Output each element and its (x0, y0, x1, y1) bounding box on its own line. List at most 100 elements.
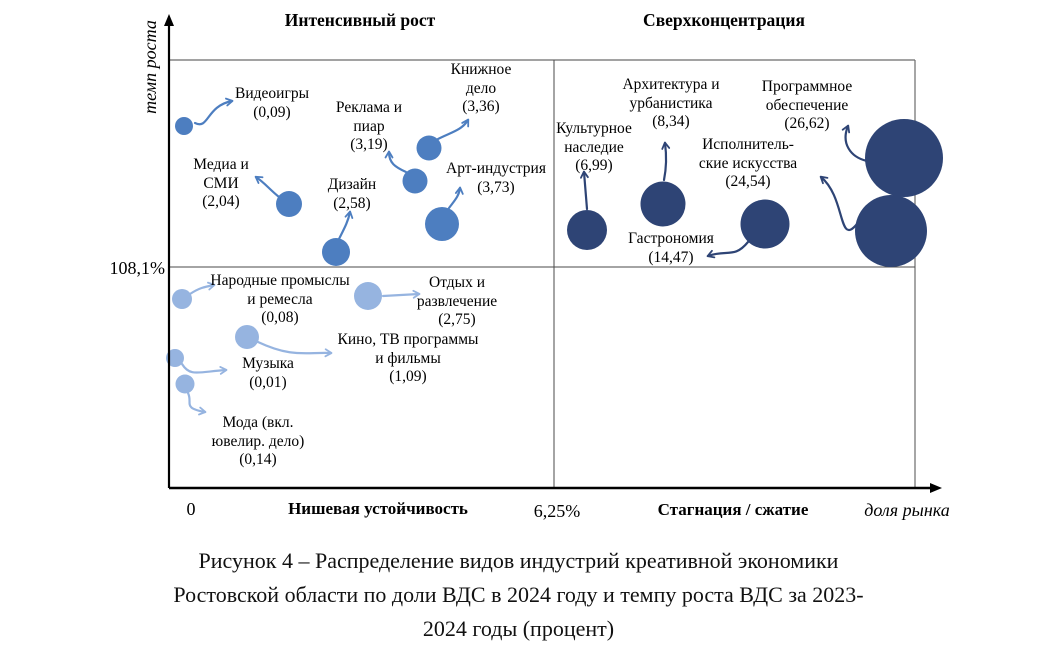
point-label-line: и фильмы (375, 349, 441, 367)
point-label-line: (3,19) (350, 136, 388, 153)
point-label-line: обеспечение (765, 96, 849, 114)
point-label: Гастрономия (14,47) (628, 230, 714, 267)
bubble-arrow (256, 340, 333, 358)
point-label-line: Программное (761, 78, 853, 95)
quadrant-label-top-left: Интенсивный рост (284, 10, 436, 30)
bubble-arrow (193, 97, 234, 126)
bubble (567, 210, 607, 250)
x-axis-tick-divider: 6,25% (533, 501, 581, 521)
bubble (235, 325, 259, 349)
bubble-arrow (381, 289, 421, 299)
point-label-line: Видеоигры (235, 85, 309, 102)
point-label-line: Реклама и (335, 99, 403, 116)
point-label-line: (8,34) (652, 113, 690, 130)
point-label: Народные промыслы и ремесла (0,08) (210, 272, 349, 328)
bubble-arrow (186, 391, 207, 416)
point-label-line: развлечение (416, 292, 498, 310)
point-label-line: ские искусства (698, 154, 798, 172)
bubble-arrow (819, 175, 859, 232)
point-label-line: Медиа и (193, 156, 249, 173)
point-label: Книжное дело (3,36) (451, 61, 512, 117)
point-label: Культурное наследие (6,99) (556, 120, 632, 176)
point-label: Отдых и развлечение (2,75) (417, 274, 497, 330)
point-label-line: Архитектура и (622, 76, 720, 93)
point-label: Музыка (0,01) (242, 355, 294, 392)
y-axis-arrowhead (164, 14, 174, 26)
point-label-line: (2,58) (333, 194, 371, 212)
point-label-line: Отдых и (429, 274, 485, 291)
bubble-arrow (337, 210, 354, 241)
point-label-line: Арт-индустрия (446, 160, 546, 177)
point-label: Архитектура и урбанистика (8,34) (622, 76, 719, 132)
x-axis-tick-origin: 0 (186, 499, 196, 519)
point-label-line: пиар (353, 117, 385, 135)
point-label: Видеоигры (0,09) (235, 85, 309, 122)
bubble (166, 349, 184, 367)
point-label-line: (2,75) (438, 311, 476, 328)
point-label-line: дело (465, 79, 497, 97)
point-label-line: Книжное (450, 61, 512, 78)
point-label-line: Народные промыслы (210, 272, 350, 289)
point-label: Мода (вкл. ювелир. дело) (0,14) (212, 414, 305, 470)
point-label-line: (2,04) (202, 193, 240, 210)
point-label-line: (24,54) (725, 173, 771, 190)
y-axis-title: темп роста (140, 20, 160, 114)
caption-line: Ростовской области по доли ВДС в 2024 го… (173, 582, 864, 607)
point-label-line: (3,73) (477, 178, 515, 196)
point-label-line: наследие (564, 138, 624, 156)
quadrant-label-bottom-left: Нишевая устойчивость (288, 499, 468, 518)
bubble (855, 195, 927, 267)
point-label-line: (0,01) (249, 373, 287, 391)
bubble-arrow (254, 175, 281, 199)
bubble (354, 282, 382, 310)
bubble (740, 199, 790, 249)
bubble-arrow (706, 240, 750, 259)
point-label-line: (3,36) (462, 98, 500, 115)
point-label: Медиа и СМИ (2,04) (193, 156, 248, 212)
bubble-arrow (384, 150, 408, 174)
x-axis-arrowhead (930, 483, 942, 493)
bubble-arrow (841, 124, 869, 163)
point-label-line: СМИ (203, 174, 239, 192)
point-label-line: (0,08) (261, 309, 299, 326)
point-label: Дизайн (2,58) (328, 176, 376, 213)
bubble (402, 168, 428, 194)
bubble-arrow (447, 186, 464, 210)
bubble (175, 117, 193, 135)
point-label-line: Исполнитель- (702, 136, 794, 153)
figure-caption: Рисунок 4 – Распределение видов индустри… (0, 544, 1037, 646)
point-label: Арт-индустрия (3,73) (446, 160, 546, 197)
quadrant-label-bottom-right: Стагнация / сжатие (657, 500, 809, 519)
bubble (640, 181, 686, 227)
bubble (175, 374, 195, 394)
point-label-line: Кино, ТВ программы (337, 331, 479, 348)
point-label-line: Культурное (556, 120, 632, 137)
quadrant-label-top-right: Сверхконцентрация (643, 10, 805, 30)
point-label-line: Музыка (242, 355, 294, 372)
y-axis-tick: 108,1% (109, 258, 166, 278)
point-label: Кино, ТВ программы и фильмы (1,09) (338, 331, 479, 387)
bubble (865, 119, 943, 197)
bubble-arrow (436, 118, 470, 141)
bubble-arrow (661, 141, 671, 182)
point-label-line: Дизайн (327, 176, 377, 193)
point-label-line: Гастрономия (628, 230, 714, 247)
point-label-line: урбанистика (629, 94, 713, 112)
point-label-line: (14,47) (648, 248, 694, 266)
caption-line: Рисунок 4 – Распределение видов индустри… (198, 548, 839, 573)
bubble (416, 135, 442, 161)
bubble-arrow (180, 362, 228, 375)
bubble-chart-canvas (164, 14, 943, 493)
point-label-line: (26,62) (784, 115, 830, 132)
point-label-line: Мода (вкл. (222, 414, 294, 431)
bubble (172, 289, 192, 309)
bubble-arrow (580, 170, 589, 211)
point-label-line: ювелир. дело) (211, 432, 305, 450)
point-label-line: (0,14) (239, 451, 277, 468)
point-label: Программное обеспечение (26,62) (762, 78, 852, 134)
point-label: Исполнитель-ские искусства (24,54) (699, 136, 797, 192)
bubble (425, 207, 459, 241)
caption-line: 2024 годы (процент) (422, 616, 615, 641)
point-label-line: (1,09) (389, 368, 427, 385)
